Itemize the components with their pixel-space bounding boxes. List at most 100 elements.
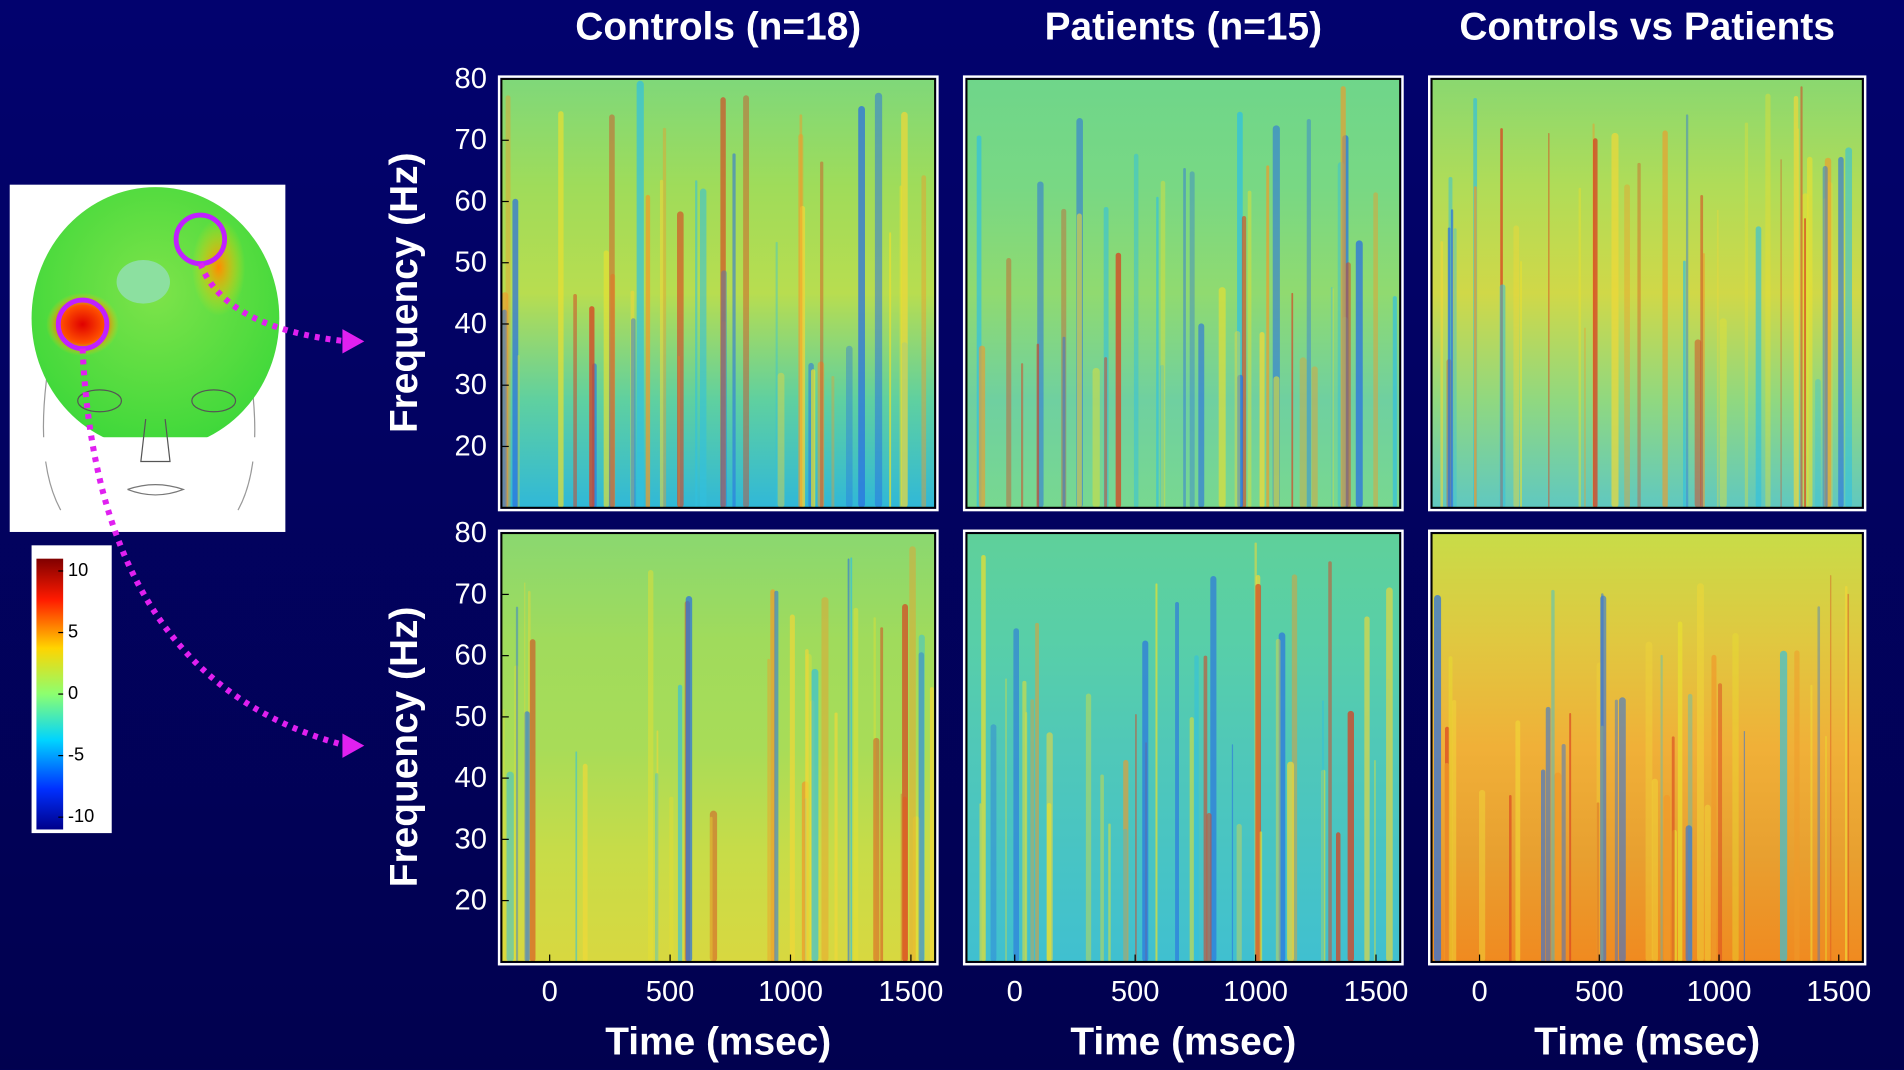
spectrogram-stripe bbox=[1614, 699, 1618, 962]
colorbar-tick-label: 5 bbox=[68, 621, 78, 641]
spectrogram-stripe bbox=[1386, 587, 1393, 962]
spectrogram-stripe bbox=[912, 816, 920, 962]
spectrogram-stripe bbox=[685, 596, 693, 962]
spectrogram-stripe bbox=[858, 106, 865, 508]
spectrogram-stripe bbox=[1515, 720, 1521, 962]
spectrogram-stripe bbox=[821, 597, 829, 962]
spectrogram-stripe bbox=[1824, 735, 1828, 962]
spectrogram-stripe bbox=[1247, 190, 1252, 508]
spectrogram-stripe bbox=[1335, 832, 1341, 962]
spectrogram-stripe bbox=[1013, 628, 1020, 962]
spectrogram-stripe bbox=[655, 773, 659, 962]
spectrogram-stripe bbox=[1540, 769, 1546, 962]
spectrogram-stripe bbox=[524, 711, 530, 962]
panel-frame bbox=[962, 75, 1404, 512]
y-tick-label: 60 bbox=[455, 185, 487, 217]
spectrogram-stripe bbox=[850, 557, 853, 962]
spectrogram-stripe bbox=[1793, 95, 1799, 508]
spectrogram-stripe bbox=[1719, 318, 1727, 508]
spectrogram-stripe bbox=[1824, 157, 1832, 508]
spectrogram-stripe bbox=[1700, 195, 1704, 508]
spectrogram-stripe bbox=[589, 306, 595, 508]
spectrogram-stripe bbox=[709, 816, 713, 962]
arrows bbox=[79, 262, 347, 749]
spectrogram bbox=[966, 533, 1401, 962]
spectrogram-stripe bbox=[1373, 192, 1378, 508]
spectrogram-stripe bbox=[847, 558, 850, 962]
spectrogram-stripe bbox=[1583, 327, 1586, 508]
spectrogram-stripe bbox=[1732, 632, 1739, 962]
spectrogram-stripe bbox=[1198, 323, 1205, 508]
spectrogram-stripe bbox=[1453, 228, 1457, 508]
y-tick-label: 70 bbox=[455, 124, 487, 156]
spectrogram-stripe bbox=[1509, 794, 1512, 962]
spectrogram-stripe bbox=[1311, 366, 1318, 508]
y-axis-label: Frequency (Hz) bbox=[383, 607, 426, 888]
x-tick-label: 1000 bbox=[758, 976, 823, 1008]
spectrogram-stripe bbox=[1299, 357, 1307, 508]
spectrogram-stripe bbox=[1845, 147, 1853, 508]
y-tick-label: 30 bbox=[455, 369, 487, 401]
spectrogram-stripe bbox=[1718, 683, 1723, 962]
spectrogram-stripe bbox=[1440, 241, 1444, 508]
spectrogram-stripe bbox=[1115, 252, 1122, 508]
spectrogram-stripe bbox=[636, 80, 644, 508]
spectrogram-stripe bbox=[1847, 593, 1850, 962]
spectrogram-stripe bbox=[1447, 227, 1451, 508]
spectrogram-stripe bbox=[1062, 336, 1066, 508]
spectrogram-stripe bbox=[1189, 717, 1194, 962]
spectrogram-stripe bbox=[1434, 594, 1442, 962]
y-tick-label: 50 bbox=[455, 701, 487, 733]
spectrogram-stripe bbox=[1578, 187, 1582, 508]
spectrogram-stripe bbox=[1085, 693, 1092, 962]
y-axis-label: Frequency (Hz) bbox=[383, 152, 426, 433]
spectrogram-stripe bbox=[799, 114, 803, 508]
spectrogram-stripe bbox=[1355, 240, 1363, 508]
spectrogram-stripe bbox=[1780, 159, 1782, 508]
x-tick-label: 1500 bbox=[879, 976, 944, 1008]
spectrogram-stripe bbox=[677, 684, 683, 962]
spectrogram-stripe bbox=[669, 796, 674, 962]
spectrogram-stripe bbox=[1697, 583, 1704, 962]
spectrogram-stripe bbox=[1287, 761, 1294, 962]
spectrogram-stripe bbox=[529, 639, 536, 962]
spectrogram-stripe bbox=[1210, 576, 1217, 962]
panel-frame bbox=[1428, 75, 1867, 512]
spectrogram-stripe bbox=[874, 92, 883, 508]
spectrogram-stripe bbox=[699, 188, 707, 508]
head-map bbox=[9, 184, 286, 532]
panel-frame-inner bbox=[965, 532, 1401, 963]
spectrogram-stripe bbox=[1794, 650, 1800, 962]
spectrogram-stripe bbox=[805, 649, 809, 962]
spectrogram-stripe bbox=[902, 604, 909, 962]
spectrogram-stripe bbox=[1474, 186, 1477, 508]
y-tick-label: 30 bbox=[455, 823, 487, 855]
spectrogram-stripe bbox=[978, 345, 986, 508]
spectrogram-stripe bbox=[770, 589, 776, 962]
spectrogram-stripe bbox=[1662, 130, 1668, 508]
x-tick-label: 500 bbox=[1575, 976, 1624, 1008]
x-tick-label: 0 bbox=[1007, 976, 1023, 1008]
spectrogram bbox=[966, 79, 1401, 508]
y-tick-label: 80 bbox=[455, 517, 487, 549]
spectrogram-stripe bbox=[1596, 802, 1600, 962]
spectrogram-stripe bbox=[1838, 156, 1844, 508]
spectrogram-stripe bbox=[1183, 168, 1186, 508]
spectrogram-stripe bbox=[834, 712, 838, 962]
spectrogram-stripe bbox=[1022, 680, 1027, 962]
spectrogram-stripe bbox=[1175, 602, 1179, 962]
spectrogram-stripe bbox=[1513, 225, 1520, 508]
spectrogram-stripe bbox=[1203, 655, 1208, 962]
x-tick-label: 1500 bbox=[1806, 976, 1871, 1008]
spectrogram-stripe bbox=[1817, 606, 1821, 962]
spectrogram-stripe bbox=[1076, 213, 1082, 508]
spectrogram-stripe bbox=[1765, 93, 1771, 508]
spectrogram-stripe bbox=[990, 724, 997, 962]
spectrogram-stripe bbox=[1234, 331, 1241, 508]
spectrogram-stripe bbox=[900, 793, 902, 962]
spectrogram-stripe bbox=[1444, 763, 1450, 962]
spectrogram-stripe bbox=[1104, 357, 1108, 508]
spectrogram-stripe bbox=[820, 161, 824, 508]
spectrogram-stripe bbox=[1810, 684, 1813, 962]
